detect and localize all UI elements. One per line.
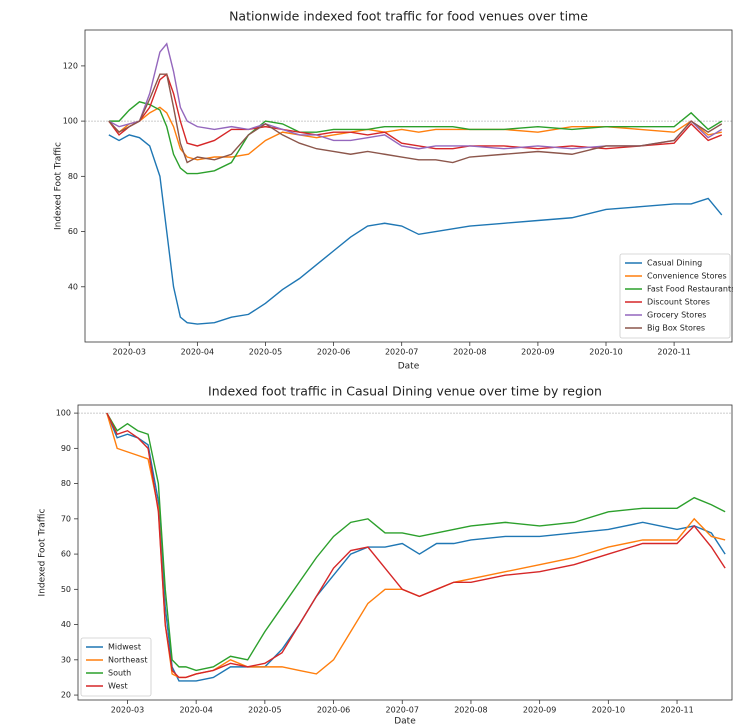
x-tick-label: 2020-10 — [592, 706, 625, 715]
series-line — [106, 412, 726, 672]
x-tick-label: 2020-06 — [317, 706, 350, 715]
x-tick-label: 2020-08 — [453, 348, 486, 357]
axes-frame — [84, 29, 733, 343]
y-tick-label: 40 — [61, 620, 71, 629]
y-tick-label: 100 — [63, 117, 78, 126]
y-axis-label: Indexed Foot Traffic — [54, 142, 64, 230]
axes-frame — [77, 404, 733, 701]
y-tick-label: 50 — [61, 585, 71, 594]
x-tick-label: 2020-03 — [111, 706, 144, 715]
x-tick-label: 2020-11 — [660, 706, 693, 715]
x-tick-label: 2020-10 — [589, 348, 622, 357]
chart-title: Indexed foot traffic in Casual Dining ve… — [208, 384, 602, 399]
series-line — [108, 106, 722, 161]
y-tick-label: 80 — [68, 172, 78, 181]
series-line — [106, 412, 726, 679]
x-tick-label: 2020-05 — [248, 706, 281, 715]
series-line — [108, 101, 723, 175]
legend-label: Northeast — [108, 656, 148, 665]
x-tick-label: 2020-03 — [113, 348, 146, 357]
y-tick-label: 80 — [61, 479, 71, 488]
legend-label: Discount Stores — [647, 298, 710, 307]
series-line — [106, 412, 726, 679]
y-tick-label: 100 — [56, 409, 71, 418]
x-tick-label: 2020-06 — [317, 348, 350, 357]
legend-label: West — [108, 682, 128, 691]
x-tick-label: 2020-08 — [454, 706, 487, 715]
chart-title: Nationwide indexed foot traffic for food… — [229, 9, 588, 24]
legend-box — [80, 637, 152, 697]
y-tick-label: 60 — [61, 550, 71, 559]
x-tick-label: 2020-04 — [181, 348, 214, 357]
x-tick-label: 2020-09 — [523, 706, 556, 715]
y-axis-label: Indexed Foot Traffic — [38, 509, 48, 597]
legend-label: Casual Dining — [647, 259, 702, 268]
y-tick-label: 60 — [68, 227, 78, 236]
y-tick-label: 20 — [61, 691, 71, 700]
x-tick-label: 2020-04 — [179, 706, 212, 715]
x-tick-label: 2020-05 — [249, 348, 282, 357]
y-tick-label: 120 — [63, 61, 78, 70]
legend-label: Midwest — [108, 643, 141, 652]
x-tick-label: 2020-07 — [386, 706, 419, 715]
legend-label: Big Box Stores — [647, 324, 705, 333]
legend-label: Convenience Stores — [647, 272, 727, 281]
x-tick-label: 2020-09 — [521, 348, 554, 357]
legend-label: South — [108, 669, 131, 678]
series-line — [108, 134, 723, 325]
y-tick-label: 30 — [61, 655, 71, 664]
series-line — [106, 412, 726, 682]
y-tick-label: 90 — [61, 444, 71, 453]
legend-label: Fast Food Restaurants — [647, 285, 733, 294]
series-line — [108, 73, 723, 150]
x-axis-label: Date — [398, 362, 420, 372]
series-line — [108, 42, 723, 150]
series-line — [108, 73, 723, 164]
x-axis-label: Date — [394, 717, 416, 727]
x-tick-label: 2020-11 — [657, 348, 690, 357]
x-tick-label: 2020-07 — [385, 348, 418, 357]
y-tick-label: 40 — [68, 282, 78, 291]
legend-label: Grocery Stores — [647, 311, 706, 320]
y-tick-label: 70 — [61, 514, 71, 523]
legend-box — [619, 253, 731, 339]
